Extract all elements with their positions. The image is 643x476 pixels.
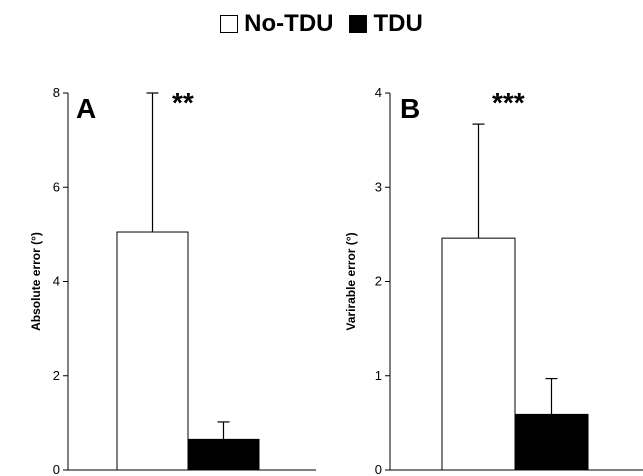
panel-a-y-axis-label: Absolute error (°) — [29, 232, 43, 331]
panel-b-significance: *** — [492, 87, 525, 118]
legend-label-tdu: TDU — [373, 10, 423, 37]
panel-a-y-tick-label: 2 — [53, 368, 60, 383]
panel-a-significance: ** — [172, 87, 194, 118]
panel-b-y-tick-label: 1 — [375, 368, 382, 383]
panel-b-y-tick-label: 3 — [375, 179, 382, 194]
legend: No-TDU TDU — [0, 6, 643, 42]
panel-b-bar-no-tdu — [441, 237, 516, 471]
panel-a-bar-tdu — [187, 438, 260, 471]
panel-b-y-axis-label: Varirable error (°) — [344, 232, 358, 330]
legend-swatch-tdu — [349, 15, 368, 33]
legend-swatch-no-tdu — [220, 15, 239, 33]
panel-b-y-tick-label: 4 — [375, 85, 382, 100]
panel-a-label: A — [76, 93, 96, 124]
legend-label-no-tdu: No-TDU — [244, 10, 334, 37]
panel-a-y-tick-label: 0 — [53, 462, 60, 476]
panel-b-label: B — [400, 93, 420, 124]
panel-a-y-tick-label: 8 — [53, 85, 60, 100]
panel-a-bar-no-tdu — [116, 231, 189, 471]
legend-item-no-tdu: No-TDU — [220, 10, 333, 38]
panel-b-y-tick-label: 2 — [375, 274, 382, 289]
panel-a-y-tick-label: 4 — [53, 274, 60, 289]
panel-b-y-tick-label: 0 — [375, 462, 382, 476]
legend-item-tdu: TDU — [349, 10, 423, 38]
panel-b-bar-tdu — [514, 413, 589, 471]
panel-a-y-tick-label: 6 — [53, 179, 60, 194]
